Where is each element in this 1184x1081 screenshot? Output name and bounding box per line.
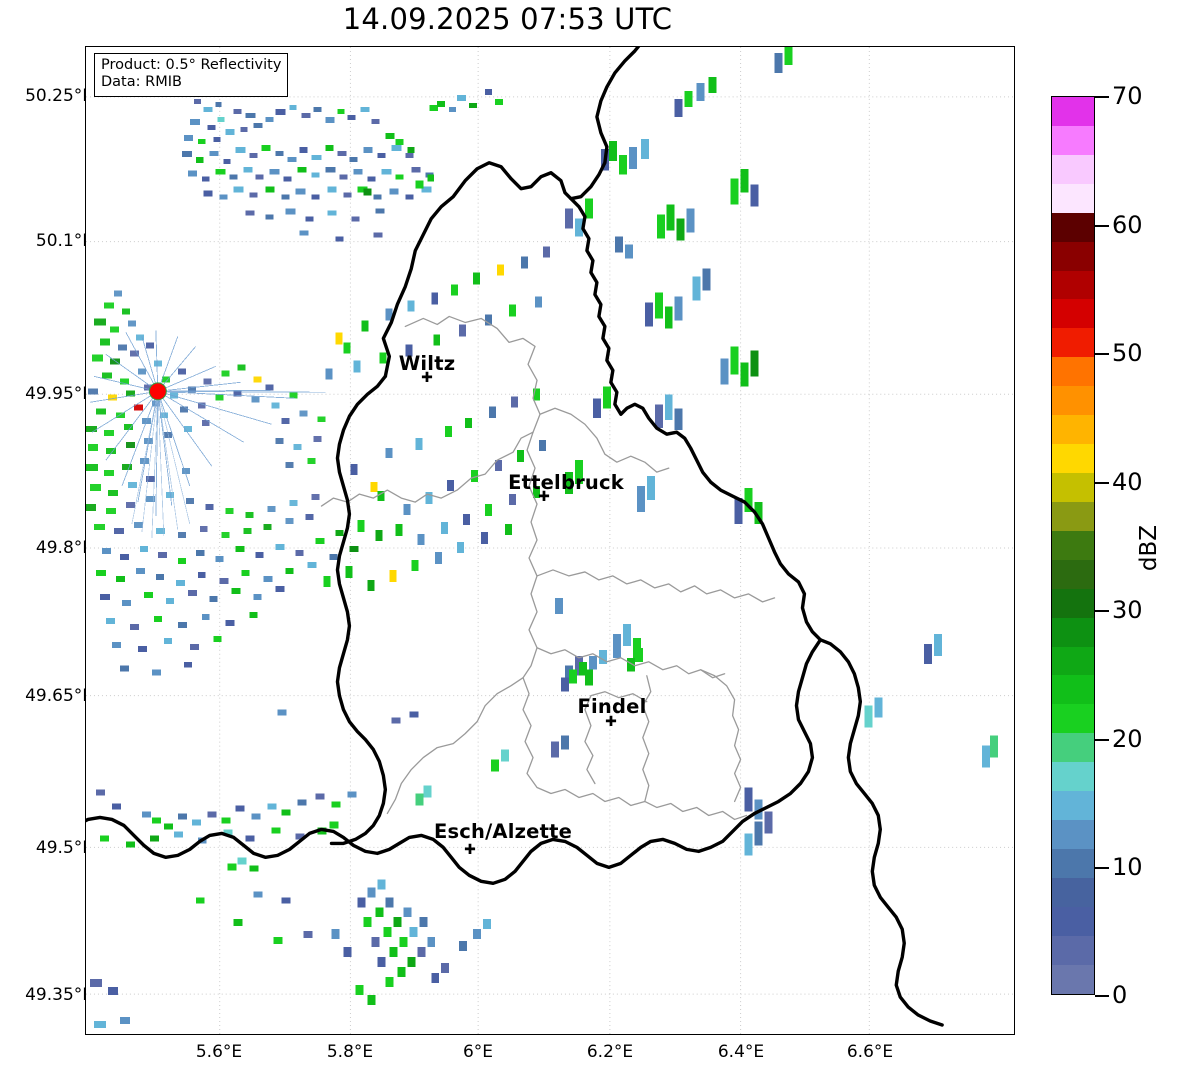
colorbar-band bbox=[1052, 472, 1094, 502]
colorbar-tick bbox=[1095, 610, 1109, 612]
colorbar-band bbox=[1052, 154, 1094, 184]
x-axis-tick-label: 6°E bbox=[462, 1042, 494, 1062]
colorbar-band bbox=[1052, 212, 1094, 242]
x-axis-tick-label: 6.6°E bbox=[846, 1042, 894, 1062]
colorbar-tick bbox=[1095, 739, 1109, 741]
colorbar-band bbox=[1052, 733, 1094, 763]
colorbar-band bbox=[1052, 530, 1094, 560]
colorbar-band bbox=[1052, 559, 1094, 589]
colorbar-band bbox=[1052, 386, 1094, 416]
x-axis-tick-label: 5.8°E bbox=[326, 1042, 374, 1062]
city-label-wiltz: Wiltz bbox=[398, 352, 456, 375]
national-borders bbox=[86, 47, 944, 1027]
colorbar-band bbox=[1052, 675, 1094, 705]
colorbar-tick-label: 70 bbox=[1112, 82, 1143, 110]
radar-map-canvas bbox=[86, 47, 1014, 1034]
y-axis-tick-label: 49.65°N bbox=[25, 686, 95, 706]
colorbar-title: dBZ bbox=[1136, 524, 1162, 572]
grid-lines bbox=[86, 47, 1014, 1034]
echo-cluster-southwest bbox=[89, 709, 510, 1029]
x-axis-tick-label: 6.4°E bbox=[717, 1042, 765, 1062]
colorbar[interactable] bbox=[1051, 96, 1095, 995]
x-axis-tick-label: 5.6°E bbox=[195, 1042, 243, 1062]
y-axis-tick-label: 50.25°N bbox=[25, 86, 95, 106]
product-info-line: Product: 0.5° Reflectivity bbox=[101, 57, 282, 73]
colorbar-tick bbox=[1095, 225, 1109, 227]
colorbar-tick-label: 60 bbox=[1112, 211, 1143, 239]
colorbar-tick-label: 0 bbox=[1112, 981, 1128, 1009]
colorbar-band bbox=[1052, 906, 1094, 936]
radar-site-marker[interactable] bbox=[148, 382, 167, 401]
colorbar-tick bbox=[1095, 96, 1109, 98]
echo-cluster-northwest bbox=[181, 98, 434, 242]
echo-cluster-central-luxembourg bbox=[323, 246, 550, 591]
radar-echo-layer bbox=[86, 47, 999, 1029]
colorbar-band bbox=[1052, 848, 1094, 878]
colorbar-band bbox=[1052, 328, 1094, 358]
colorbar-band bbox=[1052, 270, 1094, 300]
colorbar-band bbox=[1052, 791, 1094, 821]
colorbar-band bbox=[1052, 617, 1094, 647]
colorbar-tick-label: 30 bbox=[1112, 596, 1143, 624]
colorbar-band bbox=[1052, 964, 1094, 994]
city-marker-esch-alzette: ✚ bbox=[464, 842, 476, 858]
page-title: 14.09.2025 07:53 UTC bbox=[342, 2, 673, 36]
colorbar-band bbox=[1052, 415, 1094, 445]
colorbar-tick bbox=[1095, 995, 1109, 997]
y-axis-tick-label: 49.95°N bbox=[25, 384, 95, 404]
city-label-ettelbruck: Ettelbruck bbox=[508, 471, 624, 494]
echo-cluster-west-band bbox=[95, 530, 359, 676]
colorbar-band bbox=[1052, 183, 1094, 213]
y-axis-tick-label: 49.35°N bbox=[25, 985, 95, 1005]
echo-cluster-radar-clutter bbox=[86, 290, 326, 539]
y-axis-tick-label: 50.1°N bbox=[35, 231, 95, 251]
echo-cluster-findel bbox=[550, 597, 643, 758]
colorbar-band bbox=[1052, 241, 1094, 271]
colorbar-band bbox=[1052, 646, 1094, 676]
colorbar-band bbox=[1052, 357, 1094, 387]
city-marker-findel: ✚ bbox=[605, 714, 617, 730]
colorbar-band bbox=[1052, 299, 1094, 329]
echo-cluster-north-slanted bbox=[363, 88, 504, 196]
colorbar-band bbox=[1052, 935, 1094, 965]
colorbar-band bbox=[1052, 762, 1094, 792]
colorbar-band bbox=[1052, 877, 1094, 907]
data-source-line: Data: RMIB bbox=[101, 74, 182, 91]
colorbar-tick-label: 10 bbox=[1112, 853, 1143, 881]
product-info-box: Product: 0.5° Reflectivity Data: RMIB bbox=[94, 53, 289, 97]
city-marker-ettelbruck: ✚ bbox=[538, 489, 550, 505]
colorbar-band bbox=[1052, 588, 1094, 618]
colorbar-band bbox=[1052, 125, 1094, 155]
city-label-findel: Findel bbox=[577, 695, 647, 718]
colorbar-band bbox=[1052, 97, 1094, 126]
colorbar-tick bbox=[1095, 867, 1109, 869]
colorbar-band bbox=[1052, 444, 1094, 473]
colorbar-tick bbox=[1095, 482, 1109, 484]
colorbar-tick-label: 40 bbox=[1112, 468, 1143, 496]
city-marker-wiltz: ✚ bbox=[421, 370, 433, 386]
radar-map-plot[interactable]: Product: 0.5° Reflectivity Data: RMIB bbox=[85, 46, 1015, 1035]
colorbar-tick-label: 20 bbox=[1112, 725, 1143, 753]
internal-boundaries bbox=[320, 315, 776, 821]
colorbar-tick-label: 50 bbox=[1112, 339, 1143, 367]
colorbar-band bbox=[1052, 501, 1094, 531]
city-label-esch-alzette: Esch/Alzette bbox=[433, 820, 573, 843]
colorbar-band bbox=[1052, 704, 1094, 734]
colorbar-band bbox=[1052, 820, 1094, 849]
y-axis-tick-label: 49.8°N bbox=[35, 538, 95, 558]
y-axis-tick-label: 49.5°N bbox=[35, 838, 95, 858]
echo-cluster-northeast bbox=[564, 47, 999, 856]
colorbar-tick bbox=[1095, 353, 1109, 355]
x-axis-tick-label: 6.2°E bbox=[586, 1042, 634, 1062]
